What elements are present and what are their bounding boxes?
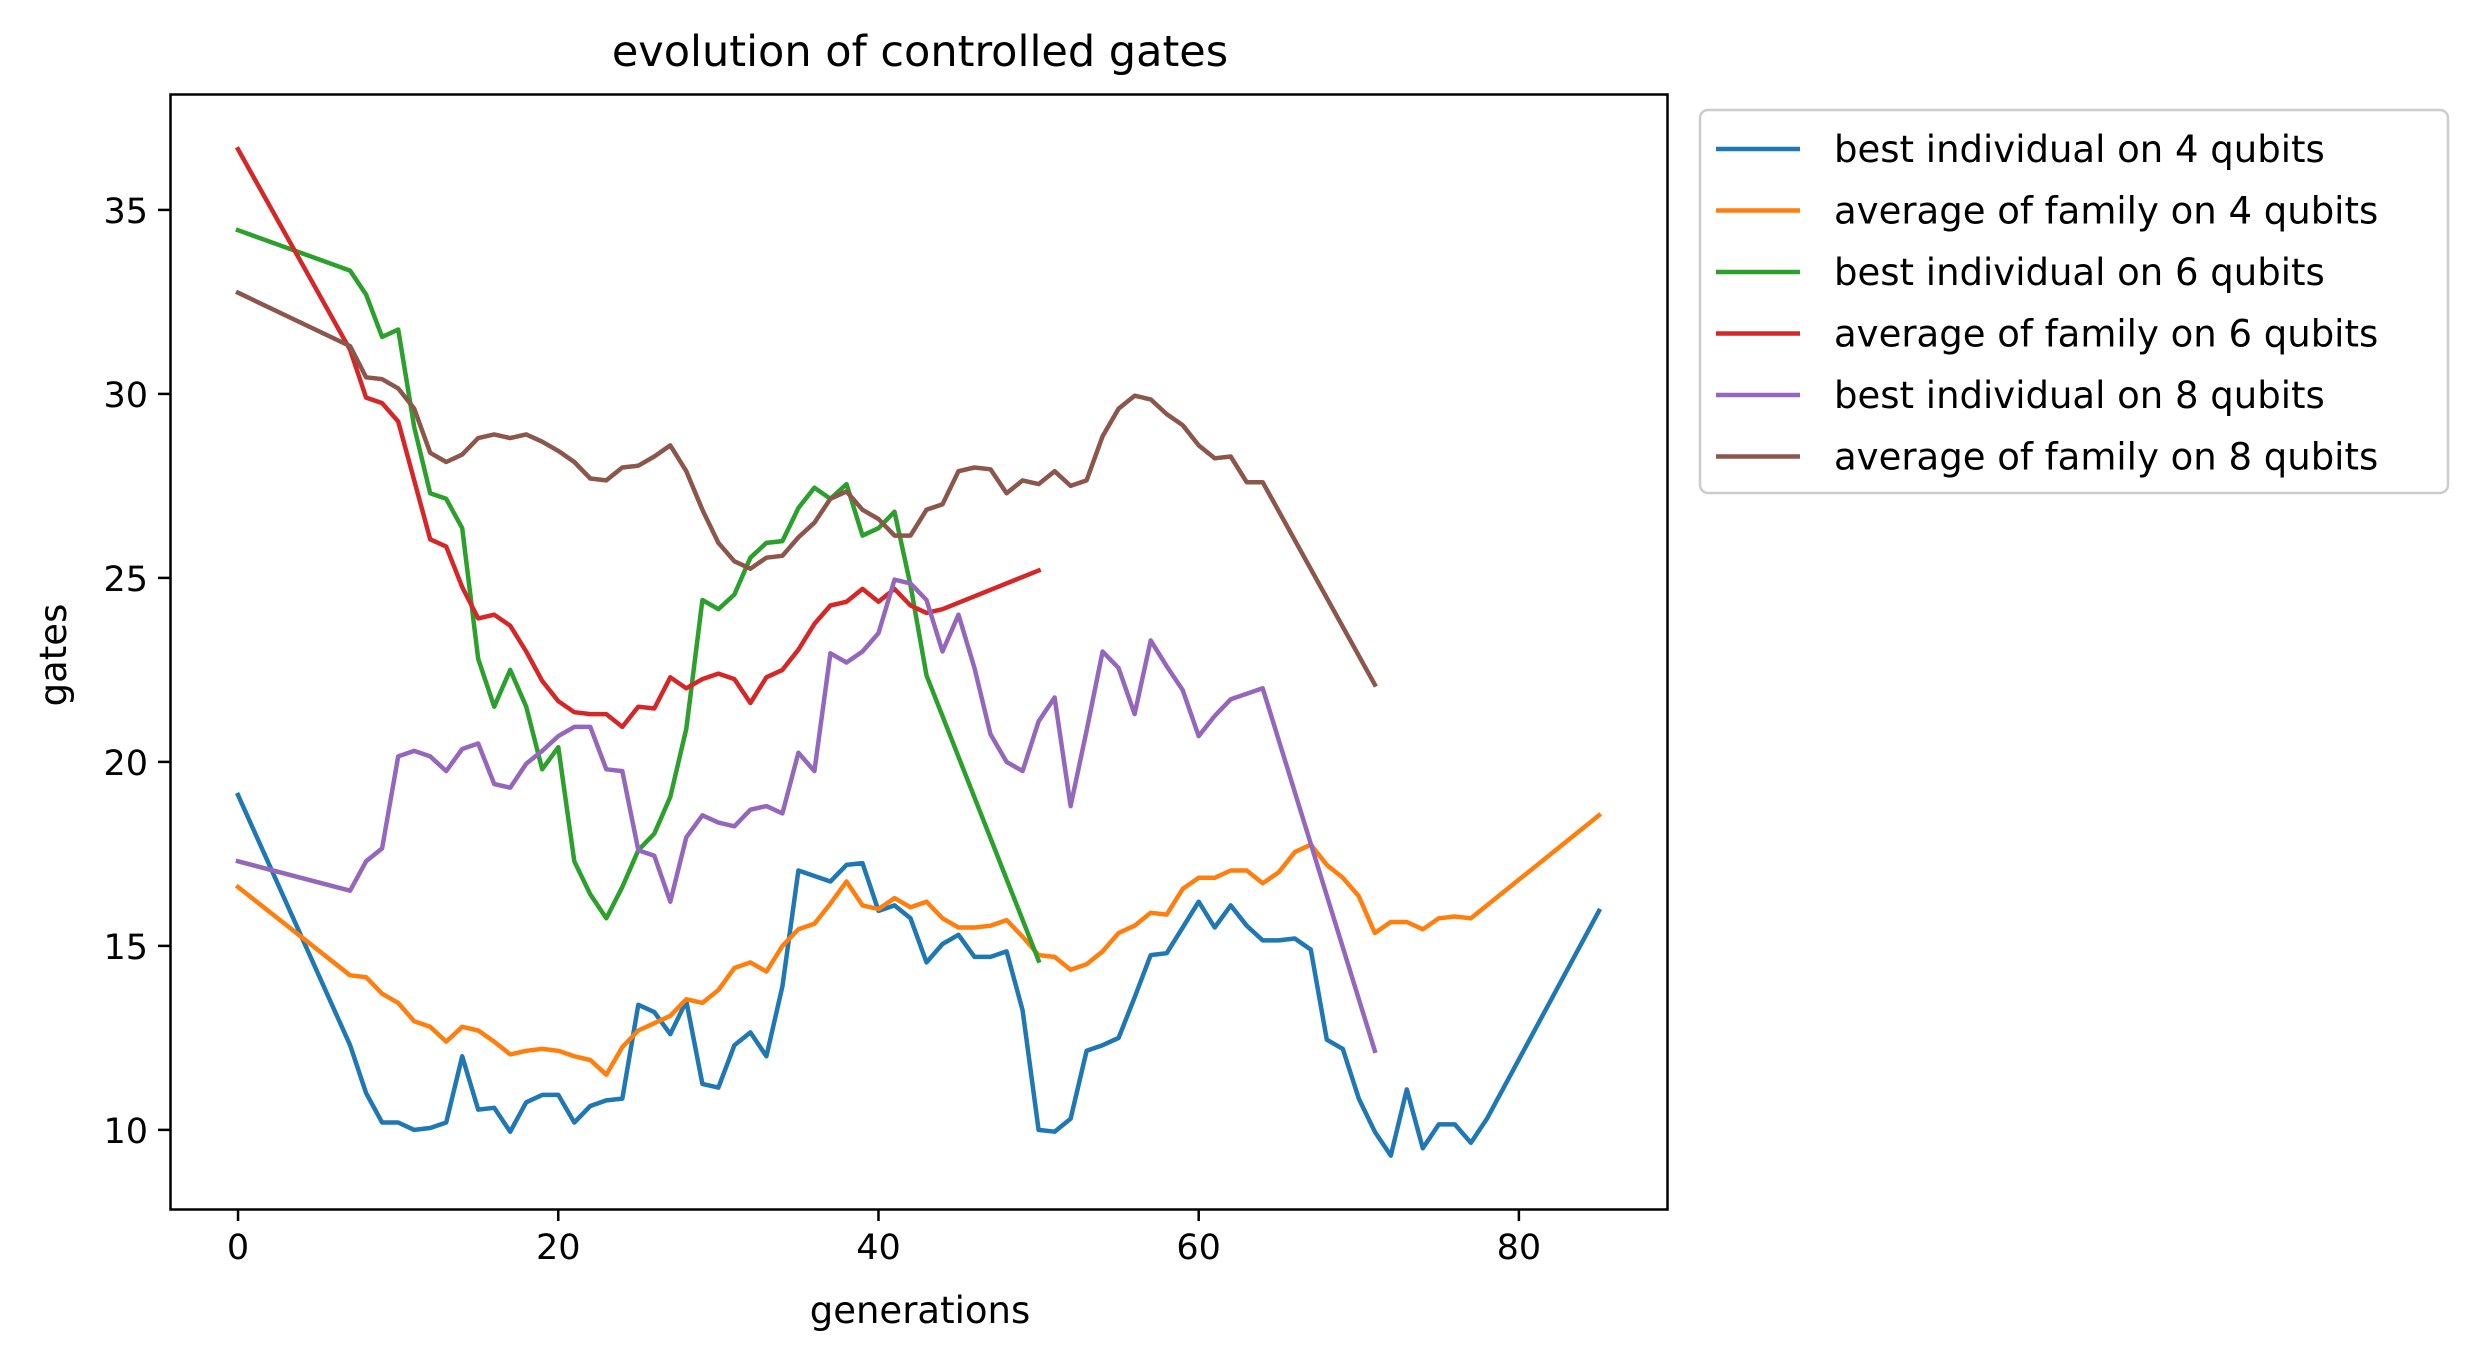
chart-title: evolution of controlled gates [612,27,1228,77]
y-tick-label: 25 [103,560,148,600]
x-tick-label: 0 [227,1228,249,1268]
x-axis-ticks: 0 20 40 60 80 [227,1209,1541,1268]
y-tick-label: 15 [103,928,148,968]
legend-entries: best individual on 4 qubits average of fa… [1716,128,2378,479]
series-line-2 [234,812,1603,1077]
legend: best individual on 4 qubits average of fa… [1698,108,2450,495]
legend-label-5: best individual on 8 qubits [1834,374,2325,417]
plot-area [234,146,1603,1158]
x-tick-label: 20 [536,1228,581,1268]
series-line-1 [235,792,1603,1158]
legend-label-1: best individual on 4 qubits [1834,128,2325,171]
y-tick-label: 35 [103,192,148,232]
y-tick-label: 30 [103,376,148,416]
y-tick-label: 20 [103,744,148,784]
y-axis-ticks: 10 15 20 25 30 35 [103,192,170,1152]
legend-label-4: average of family on 6 qubits [1834,313,2378,356]
x-tick-label: 40 [856,1228,901,1268]
series-line-6 [235,289,1378,688]
x-tick-label: 80 [1497,1228,1542,1268]
y-axis-label: gates [32,604,75,707]
legend-label-2: average of family on 4 qubits [1834,190,2378,233]
axes-frame [169,93,1669,1211]
legend-label-6: average of family on 8 qubits [1834,436,2378,479]
legend-frame [1698,108,2450,495]
x-tick-label: 60 [1176,1228,1221,1268]
x-axis-label: generations [810,1289,1031,1332]
series-line-4 [234,146,1042,730]
series-line-5 [235,577,1378,1054]
legend-label-3: best individual on 6 qubits [1834,251,2325,294]
y-tick-label: 10 [103,1112,148,1152]
